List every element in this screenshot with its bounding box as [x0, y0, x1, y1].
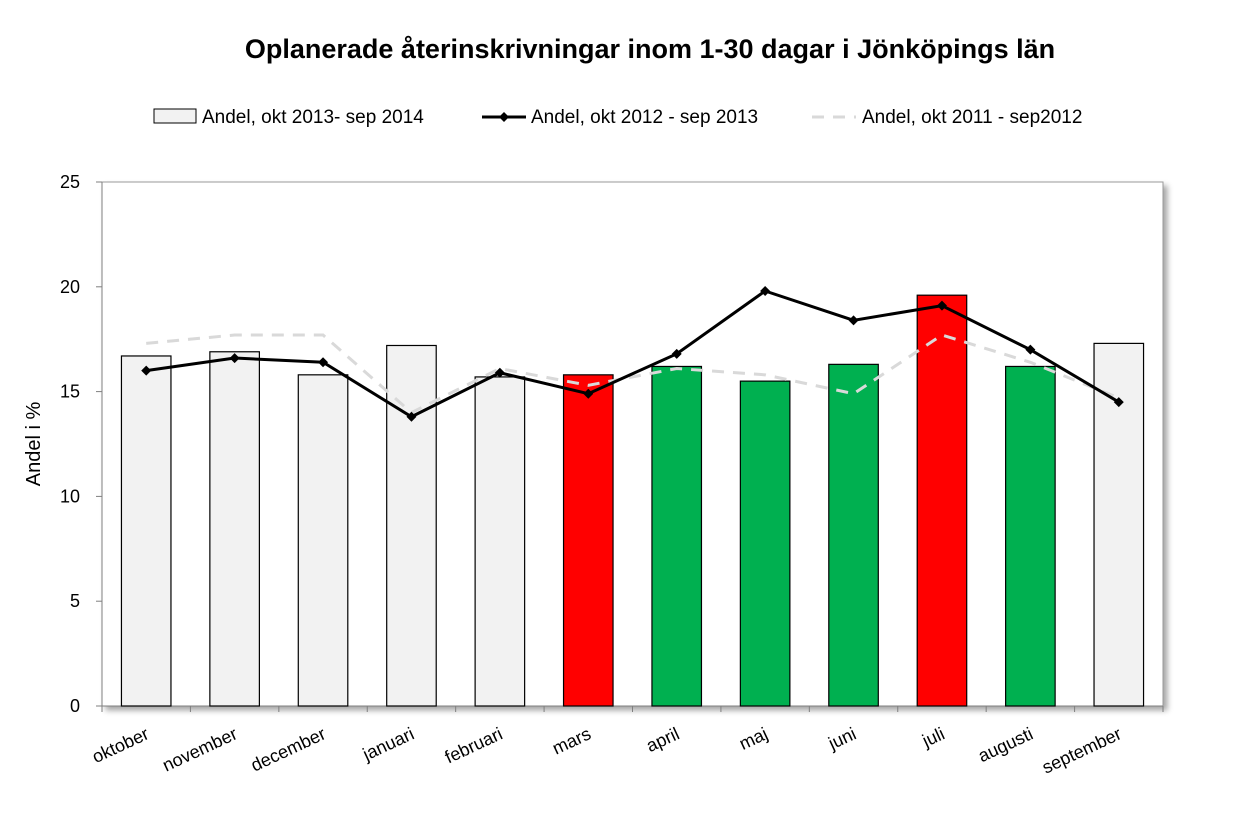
- x-tick-label: maj: [736, 723, 771, 753]
- marker-2012-oktober: [141, 365, 152, 376]
- bar-november: [209, 351, 260, 707]
- line-2012-2013: [145, 289, 1120, 419]
- marker-2012-december: [318, 357, 329, 368]
- bar-oktober: [120, 355, 172, 707]
- x-tick-label: februari: [442, 723, 506, 767]
- y-axis-title: Andel i %: [23, 402, 45, 487]
- marker-2012-augusti: [1025, 344, 1036, 355]
- marker-2012-juni: [848, 315, 859, 326]
- x-tick-label: september: [1039, 723, 1125, 777]
- bar-februari: [474, 376, 526, 707]
- bar-maj: [739, 380, 791, 707]
- x-tick-label: mars: [549, 723, 594, 758]
- legend-marker-line-2012: [499, 112, 509, 122]
- y-tick-label: 0: [70, 696, 80, 716]
- bar-augusti: [1005, 365, 1056, 707]
- bar-mars: [562, 374, 614, 707]
- x-tick-label: oktober: [89, 723, 152, 767]
- y-axis: 0 5 10 15 20 25: [60, 172, 103, 716]
- legend-label-line-2012: Andel, okt 2012 - sep 2013: [531, 107, 758, 128]
- x-tick-label: december: [248, 723, 329, 775]
- y-tick-label: 15: [60, 382, 80, 402]
- legend-swatch-bars: [153, 108, 197, 124]
- marker-2012-maj: [760, 285, 771, 296]
- x-tick-label: juni: [824, 723, 859, 753]
- bar-december: [297, 374, 349, 707]
- legend: Andel, okt 2013- sep 2014 Andel, okt 201…: [153, 107, 1082, 128]
- bar-januari: [386, 344, 437, 707]
- marker-2012-september: [1113, 397, 1124, 408]
- y-tick-label: 25: [60, 172, 80, 192]
- x-tick-label: januari: [359, 723, 417, 764]
- y-tick-label: 20: [60, 277, 80, 297]
- legend-item-line-2012: Andel, okt 2012 - sep 2013: [482, 107, 758, 128]
- marker-2012-juli: [936, 300, 947, 311]
- bar-april: [651, 365, 703, 707]
- x-tick-label: juli: [918, 723, 947, 751]
- legend-label-bars: Andel, okt 2013- sep 2014: [202, 107, 424, 128]
- y-tick-label: 5: [70, 591, 80, 611]
- marker-2012-februari: [494, 367, 505, 378]
- x-axis: oktober november december januari februari ma…: [89, 705, 1164, 778]
- legend-item-line-2011: Andel, okt 2011 - sep2012: [812, 107, 1082, 128]
- marker-2012-mars: [583, 388, 594, 399]
- x-tick-label: november: [159, 723, 240, 775]
- chart-title: Oplanerade återinskrivningar inom 1-30 d…: [245, 34, 1055, 64]
- marker-2012-april: [671, 348, 682, 359]
- x-tick-label: augusti: [975, 723, 1036, 766]
- legend-label-line-2011: Andel, okt 2011 - sep2012: [862, 107, 1082, 128]
- bar-juni: [828, 363, 879, 707]
- x-tick-label: april: [643, 723, 682, 756]
- bar-series: [120, 294, 1145, 707]
- bar-juli: [916, 294, 968, 707]
- plot-area: [101, 181, 1164, 707]
- line-2011-2012: [146, 333, 1120, 415]
- y-tick-label: 10: [60, 486, 80, 506]
- legend-item-bars: Andel, okt 2013- sep 2014: [153, 107, 424, 128]
- line-series: [141, 285, 1124, 422]
- marker-2012-januari: [406, 411, 417, 422]
- marker-2012-november: [229, 353, 240, 364]
